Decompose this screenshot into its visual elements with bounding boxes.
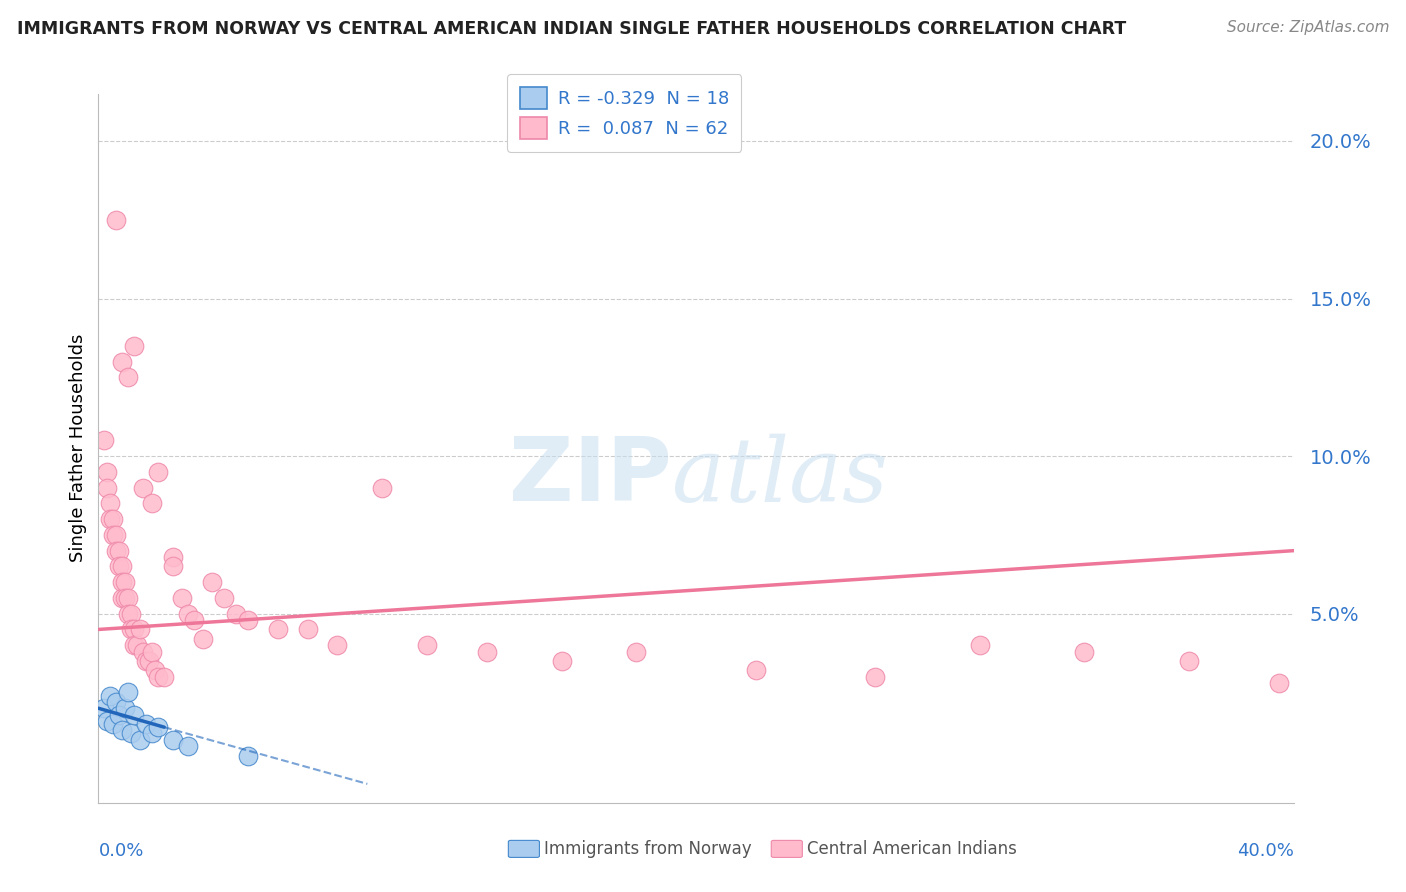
Point [141,726,163,740]
Point [475,644,498,658]
Point [201,575,224,590]
Point [103,717,125,731]
Point [111,354,134,368]
Point [105,543,128,558]
Point [177,739,200,753]
Point [93,434,115,448]
Point [114,575,136,590]
Text: atlas: atlas [672,434,887,520]
FancyBboxPatch shape [509,840,540,857]
Point [1073,644,1095,658]
Point [225,607,247,621]
Point [120,607,142,621]
Point [117,685,139,699]
Point [191,632,214,646]
Point [117,370,139,384]
Point [98,496,122,510]
Point [105,528,128,542]
Point [148,720,170,734]
Text: 40.0%: 40.0% [1237,842,1294,860]
Point [148,465,170,479]
Point [124,623,146,637]
Point [141,496,163,510]
Point [865,670,887,684]
Text: ZIP: ZIP [509,434,672,520]
Point [162,549,184,564]
Point [135,654,157,668]
Point [148,670,170,684]
Point [143,664,166,678]
Point [98,512,122,526]
Point [105,212,128,227]
Point [236,748,259,763]
Point [132,644,155,658]
Legend: R = -0.329  N = 18, R =  0.087  N = 62: R = -0.329 N = 18, R = 0.087 N = 62 [508,74,741,152]
Point [1267,676,1289,690]
Point [153,670,176,684]
Point [124,339,146,353]
Point [105,695,128,709]
Text: Source: ZipAtlas.com: Source: ZipAtlas.com [1226,20,1389,35]
Point [120,623,142,637]
Point [183,613,205,627]
Point [117,591,139,605]
Point [111,591,134,605]
Point [132,481,155,495]
Point [138,654,160,668]
Point [96,714,118,728]
Point [108,707,131,722]
Point [96,465,118,479]
Point [120,726,142,740]
Point [1178,654,1201,668]
FancyBboxPatch shape [772,840,803,857]
Point [103,512,125,526]
Point [326,638,349,652]
Point [212,591,235,605]
Point [141,644,163,658]
Point [111,723,134,738]
Point [162,559,184,574]
Point [135,717,157,731]
Point [969,638,991,652]
Point [124,638,146,652]
Text: IMMIGRANTS FROM NORWAY VS CENTRAL AMERICAN INDIAN SINGLE FATHER HOUSEHOLDS CORRE: IMMIGRANTS FROM NORWAY VS CENTRAL AMERIC… [17,20,1126,37]
Point [129,732,152,747]
Point [371,481,394,495]
Point [96,481,118,495]
Point [236,613,259,627]
Point [111,559,134,574]
Point [124,707,146,722]
Point [117,607,139,621]
Point [111,575,134,590]
Point [93,701,115,715]
Point [416,638,439,652]
Point [626,644,648,658]
Text: 0.0%: 0.0% [98,842,143,860]
Point [162,732,184,747]
Y-axis label: Single Father Households: Single Father Households [69,334,87,563]
Point [114,591,136,605]
Point [108,559,131,574]
Point [297,623,319,637]
Text: Central American Indians: Central American Indians [807,840,1017,858]
Point [550,654,572,668]
Point [172,591,194,605]
Point [127,638,149,652]
Point [114,701,136,715]
Point [98,689,122,703]
Text: Immigrants from Norway: Immigrants from Norway [544,840,752,858]
Point [129,623,152,637]
Point [745,664,768,678]
Point [103,528,125,542]
Point [267,623,290,637]
Point [108,543,131,558]
Point [177,607,200,621]
